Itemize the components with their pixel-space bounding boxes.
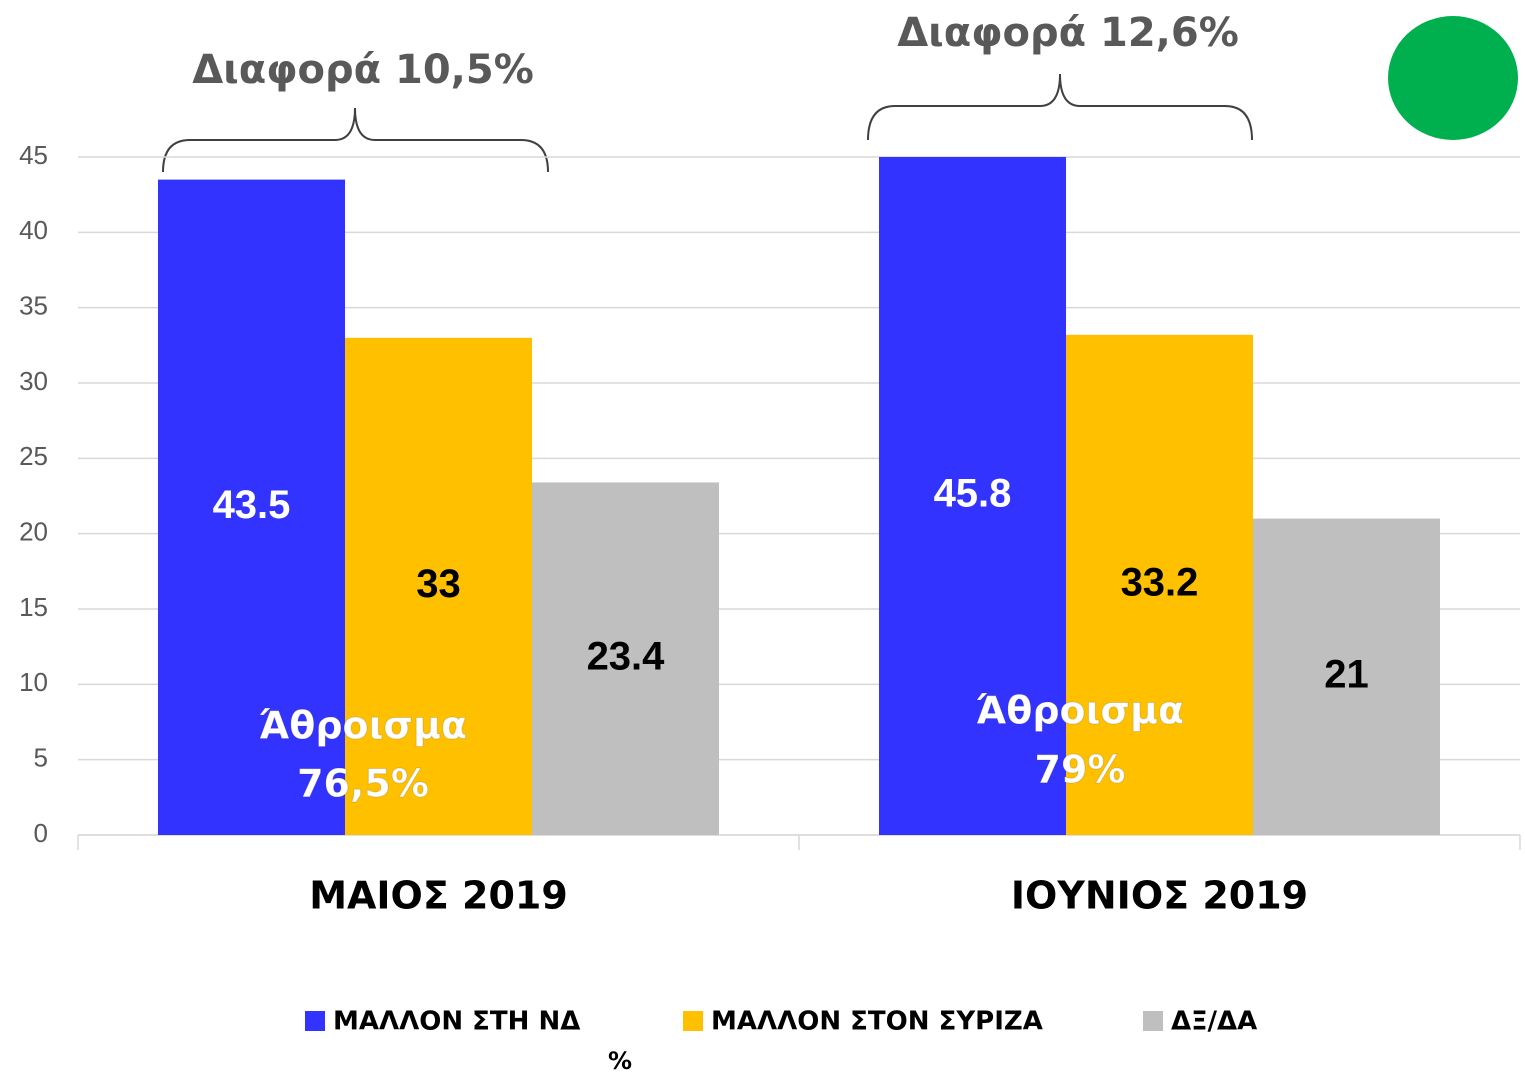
annotation: 79% [1035, 748, 1126, 792]
y-tick-label: 20 [19, 517, 48, 547]
annotation: Άθροισμα [976, 689, 1184, 733]
legend-label: ΔΞ/ΔΑ [1171, 1007, 1257, 1037]
bar [532, 482, 719, 835]
annotation: 76,5% [297, 762, 429, 806]
data-label: 33 [416, 562, 461, 606]
y-tick-label: 35 [19, 291, 48, 321]
legend-swatch [1143, 1011, 1163, 1031]
y-tick-label: 30 [19, 366, 48, 396]
x-tick-label: ΙΟΥΝΙΟΣ 2019 [1011, 874, 1308, 918]
bar [345, 337, 532, 835]
data-label: 33.2 [1121, 560, 1199, 604]
annotation: Διαφορά 12,6% [897, 10, 1239, 56]
data-label: 43.5 [213, 483, 291, 527]
legend-label: ΜΑΛΛΟΝ ΣΤΗ ΝΔ [333, 1007, 580, 1037]
bar [158, 179, 345, 835]
data-label: 21 [1324, 652, 1369, 696]
bar [1253, 518, 1440, 835]
y-tick-label: 40 [19, 215, 48, 245]
y-tick-label: 25 [19, 441, 48, 471]
y-tick-label: 5 [34, 743, 48, 773]
brace [867, 73, 1253, 141]
legend-label: ΜΑΛΛΟΝ ΣΤΟΝ ΣΥΡΙΖΑ [711, 1007, 1043, 1037]
legend-swatch [683, 1011, 703, 1031]
data-label: 45.8 [934, 472, 1012, 516]
axis-unit: % [608, 1047, 632, 1073]
bar [879, 157, 1066, 835]
y-tick-label: 45 [19, 140, 48, 170]
y-tick-label: 0 [34, 818, 48, 848]
y-tick-label: 10 [19, 667, 48, 697]
y-tick-label: 15 [19, 592, 48, 622]
data-label: 23.4 [587, 634, 666, 678]
annotation: Διαφορά 10,5% [192, 47, 534, 93]
brace [162, 107, 549, 173]
x-tick-label: ΜΑΙΟΣ 2019 [309, 874, 568, 918]
indicator-dot [1388, 16, 1518, 140]
bar [1066, 334, 1253, 835]
annotation: Άθροισμα [259, 704, 467, 748]
legend-swatch [305, 1011, 325, 1031]
